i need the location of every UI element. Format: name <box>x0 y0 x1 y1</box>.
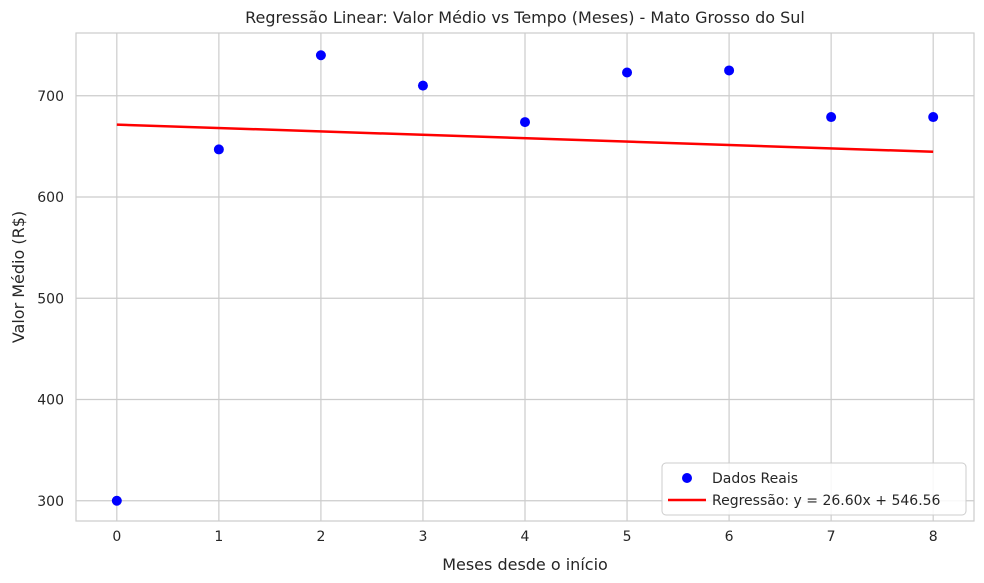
x-tick-label: 0 <box>112 529 121 545</box>
x-tick-label: 5 <box>623 529 632 545</box>
x-tick-label: 6 <box>725 529 734 545</box>
scatter-point <box>826 112 837 123</box>
plot-frame <box>75 32 975 522</box>
series-layer <box>111 50 939 506</box>
x-tick-label: 2 <box>316 529 325 545</box>
legend-label-dados-reais: Dados Reais <box>712 471 798 487</box>
x-tick-label: 4 <box>521 529 530 545</box>
legend-box <box>661 462 967 516</box>
scatter-point <box>213 144 224 155</box>
scatter-point <box>724 65 735 76</box>
y-tick-label: 300 <box>37 494 64 510</box>
chart-title: Regressão Linear: Valor Médio vs Tempo (… <box>245 8 805 27</box>
y-tick-label: 600 <box>37 190 64 206</box>
x-tick-label: 1 <box>214 529 223 545</box>
scatter-point <box>520 117 530 128</box>
y-tick-label: 700 <box>37 89 64 105</box>
y-tick-label: 500 <box>37 291 64 307</box>
y-tick-label: 400 <box>37 393 64 409</box>
axis-ticks: 0 1 2 3 4 5 6 7 8 300 400 500 600 700 <box>37 89 937 545</box>
x-axis-title: Meses desde o início <box>442 555 608 574</box>
scatter-point <box>928 112 939 123</box>
x-tick-label: 8 <box>929 529 938 545</box>
x-tick-label: 3 <box>418 529 427 545</box>
regression-line <box>116 123 934 154</box>
legend-marker-dados-reais <box>682 473 692 483</box>
legend-label-regressao: Regressão: y = 26.60x + 546.56 <box>712 493 941 509</box>
x-tick-label: 7 <box>827 529 836 545</box>
scatter-point <box>417 80 428 91</box>
scatter-point <box>622 67 633 78</box>
scatter-point <box>315 50 326 61</box>
y-axis-title: Valor Médio (R$) <box>9 211 28 343</box>
scatter-point <box>111 495 122 506</box>
legend: Dados Reais Regressão: y = 26.60x + 546.… <box>661 462 967 516</box>
